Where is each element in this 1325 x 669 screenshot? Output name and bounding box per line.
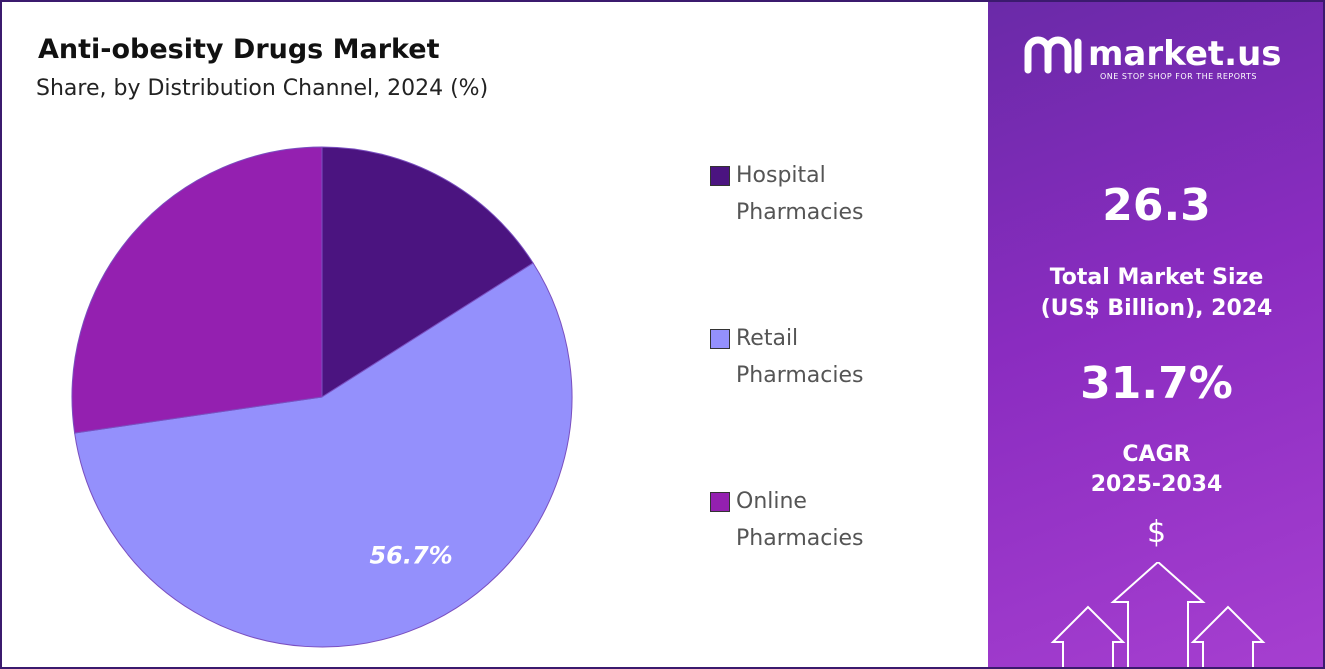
- cagr-label: CAGR: [1122, 442, 1191, 467]
- legend: Hospital Pharmacies Retail Pharmacies Onli…: [710, 157, 970, 646]
- legend-label: Hospital Pharmacies: [736, 163, 864, 225]
- tagline: ONE STOP SHOP FOR THE REPORTS: [1100, 72, 1257, 81]
- market-size-label: Total Market Size: [1049, 265, 1264, 290]
- arrows: [1050, 562, 1266, 667]
- legend-swatch: [710, 166, 730, 186]
- pie-chart: 56.7%: [71, 146, 573, 648]
- cagr-label: 2025-2034: [1090, 472, 1223, 497]
- legend-item: Retail Pharmacies: [710, 320, 970, 483]
- pie-slice: [321, 146, 534, 398]
- chart-subtitle: Share, by Distribution Channel, 2024 (%): [36, 76, 489, 101]
- legend-swatch: [710, 492, 730, 512]
- chart-title: Anti-obesity Drugs Market: [38, 34, 440, 65]
- sidebar: market.us ONE STOP SHOP FOR THE REPORTS …: [988, 2, 1323, 667]
- legend-item: Online Pharmacies: [710, 483, 970, 646]
- market-size: 26.3: [1102, 180, 1211, 231]
- brand: market.us: [1088, 34, 1282, 74]
- cagr: 31.7%: [1080, 358, 1233, 409]
- market-size-label: (US$ Billion), 2024: [1040, 296, 1273, 321]
- data-label: 56.7%: [369, 541, 452, 569]
- legend-item: Hospital Pharmacies: [710, 157, 970, 320]
- legend-label: Online Pharmacies: [736, 489, 864, 551]
- pie-slice: [71, 146, 323, 434]
- logo-icon: [1024, 36, 1082, 74]
- currency-icon: $: [1146, 515, 1167, 550]
- legend-label: Retail Pharmacies: [736, 326, 864, 388]
- pie-slice: [74, 262, 573, 648]
- legend-swatch: [710, 329, 730, 349]
